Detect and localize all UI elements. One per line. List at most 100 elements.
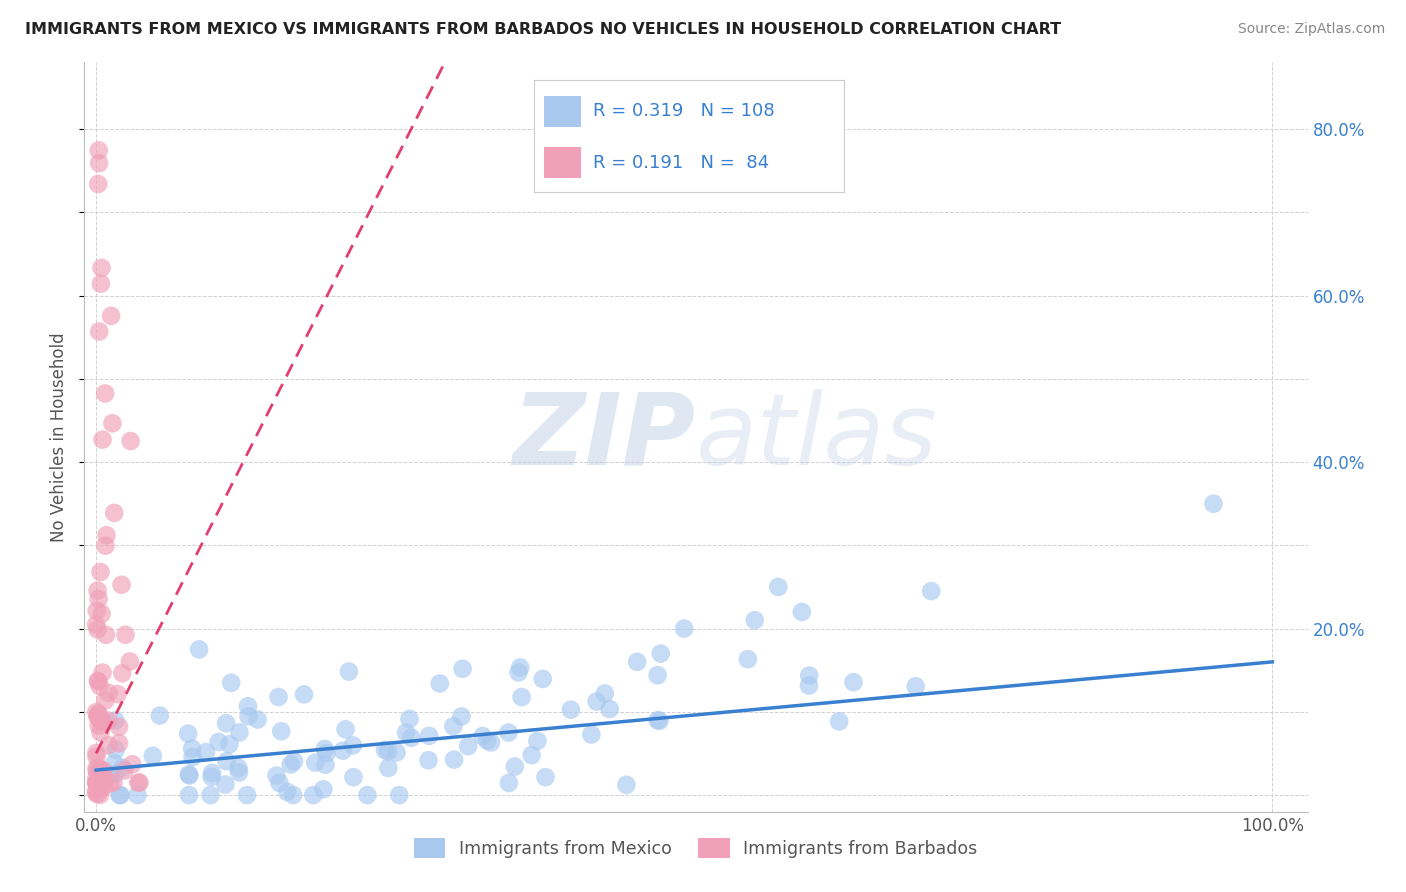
Point (114, 764, 136, 778)
Point (560, 703, 582, 717)
Point (477, 733, 499, 747)
Point (398, 712, 420, 726)
Point (647, 713, 669, 727)
Point (87, 673, 110, 688)
Point (283, 754, 305, 768)
Point (304, 756, 326, 770)
Point (91, 775, 114, 789)
Point (86, 623, 108, 637)
Point (626, 655, 648, 669)
Point (110, 578, 132, 592)
Point (270, 724, 292, 739)
Point (744, 613, 766, 627)
Point (89, 725, 111, 739)
Point (585, 694, 607, 708)
Point (388, 788, 411, 802)
Point (87, 709, 110, 723)
Point (177, 788, 200, 802)
Point (292, 687, 315, 701)
Point (84, 783, 107, 797)
Point (236, 788, 259, 802)
Point (114, 628, 136, 642)
Point (98, 776, 121, 790)
Point (86, 583, 108, 598)
Point (441, 719, 464, 733)
Point (312, 782, 335, 797)
Point (236, 699, 259, 714)
Point (188, 642, 211, 657)
Point (93, 775, 115, 789)
Point (531, 672, 554, 686)
Point (101, 417, 124, 431)
Point (87, 761, 110, 775)
Point (520, 748, 543, 763)
Point (97, 686, 120, 700)
Point (280, 757, 302, 772)
Point (100, 309, 122, 323)
Point (228, 761, 250, 775)
Point (401, 731, 423, 745)
Point (177, 726, 200, 740)
Point (86, 761, 108, 775)
Point (128, 775, 150, 789)
Point (87, 775, 110, 789)
Point (86, 604, 108, 618)
Point (471, 729, 494, 743)
Point (508, 665, 530, 680)
Point (86, 775, 108, 789)
Point (86, 775, 108, 789)
Point (214, 777, 236, 791)
Point (228, 765, 250, 780)
Point (97, 738, 120, 752)
Point (86, 787, 108, 801)
Point (276, 785, 298, 799)
Point (87, 674, 110, 689)
Point (87, 156, 110, 170)
Point (219, 675, 242, 690)
Point (374, 743, 396, 757)
Text: R = 0.319   N = 108: R = 0.319 N = 108 (593, 103, 775, 120)
Point (89, 679, 111, 693)
Point (342, 739, 364, 753)
Point (238, 709, 260, 723)
Point (127, 788, 149, 802)
Point (90, 712, 112, 726)
Point (87, 772, 110, 787)
Point (91, 665, 114, 680)
Point (90, 260, 112, 275)
Point (84, 775, 107, 789)
Point (103, 506, 125, 520)
Point (179, 768, 201, 782)
Point (315, 747, 337, 761)
Point (87, 779, 110, 793)
Point (110, 788, 132, 802)
Bar (544, 96, 581, 128)
Point (201, 770, 224, 784)
Point (98, 768, 121, 782)
Point (94, 386, 117, 401)
Point (87, 706, 110, 721)
Point (335, 723, 357, 737)
Point (86, 764, 108, 778)
Point (93, 770, 115, 784)
Point (86, 775, 108, 789)
Point (87, 775, 110, 789)
Point (194, 745, 217, 759)
Point (377, 744, 399, 758)
Point (266, 768, 288, 782)
Point (647, 668, 669, 682)
Point (103, 775, 125, 789)
Point (89, 763, 111, 777)
Point (91, 433, 114, 447)
Point (104, 714, 127, 728)
Point (503, 759, 526, 773)
Point (86, 776, 108, 790)
Point (111, 666, 134, 681)
Point (443, 753, 465, 767)
Point (797, 679, 820, 693)
Point (648, 714, 671, 728)
Point (96, 528, 118, 542)
Point (87, 775, 110, 789)
Text: IMMIGRANTS FROM MEXICO VS IMMIGRANTS FROM BARBADOS NO VEHICLES IN HOUSEHOLD CORR: IMMIGRANTS FROM MEXICO VS IMMIGRANTS FRO… (25, 22, 1062, 37)
Point (87, 775, 110, 789)
